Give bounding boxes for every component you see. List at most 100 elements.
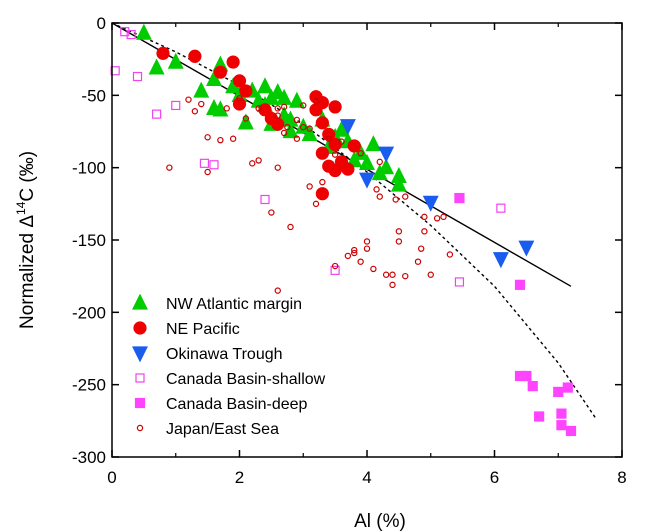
series-okinawa-trough [339,119,535,269]
legend-marker-japan-east-sea [136,424,144,432]
x-tick-label: 6 [490,468,499,487]
point-japan-east-sea [242,115,250,122]
point-japan-east-sea [312,97,320,105]
point-canada-basin-shallow [454,277,465,287]
point-okinawa-trough [518,240,535,257]
point-nw-atlantic-margin [206,70,222,87]
point-japan-east-sea [395,238,403,245]
point-ne-pacific [232,74,247,88]
point-japan-east-sea [306,125,313,132]
series-ne-pacific [156,46,361,201]
point-nw-atlantic-margin [359,153,375,170]
point-japan-east-sea [376,193,383,200]
point-canada-basin-deep [565,425,577,437]
point-ne-pacific [188,49,202,63]
point-canada-basin-shallow [171,100,181,111]
point-canada-basin-shallow [132,71,143,82]
point-japan-east-sea [300,102,307,109]
legend-marker-ne-pacific [133,321,147,335]
legend-label-nw-atlantic-margin: NW Atlantic margin [166,296,302,313]
point-ne-pacific [328,163,342,178]
point-japan-east-sea [287,223,294,231]
point-japan-east-sea [274,164,281,171]
x-tick-label: 8 [617,468,626,487]
point-japan-east-sea [389,281,396,289]
point-nw-atlantic-margin [148,58,165,75]
point-ne-pacific [271,117,285,131]
point-canada-basin-shallow [496,203,506,213]
legend-label-canada-basin-deep: Canada Basin-deep [166,396,308,413]
point-japan-east-sea [376,158,383,166]
point-japan-east-sea [255,157,262,164]
legend-marker-okinawa-trough [132,346,148,363]
y-tick-label: 0 [97,14,106,33]
point-canada-basin-shallow [126,29,136,40]
point-nw-atlantic-margin [365,135,382,152]
x-tick-label: 4 [362,468,371,487]
point-canada-basin-deep [521,370,532,382]
point-japan-east-sea [280,129,288,137]
point-japan-east-sea [331,262,339,270]
point-canada-basin-deep [527,381,538,392]
point-ne-pacific [239,84,253,98]
point-japan-east-sea [204,168,211,176]
point-nw-atlantic-margin [352,143,369,160]
point-ne-pacific [341,162,355,176]
series-canada-basin-deep [454,192,577,437]
point-japan-east-sea [306,183,313,190]
point-canada-basin-deep [553,386,564,397]
point-japan-east-sea [338,138,345,145]
point-nw-atlantic-margin [167,52,184,69]
point-japan-east-sea [191,108,199,115]
y-tick-label: -100 [72,159,106,178]
point-japan-east-sea [351,249,358,257]
point-canada-basin-shallow [152,109,162,119]
point-japan-east-sea [293,116,301,124]
legend-label-canada-basin-shallow: Canada Basin-shallow [166,371,326,388]
point-ne-pacific [315,146,329,160]
point-japan-east-sea [274,287,281,294]
point-canada-basin-deep [534,411,545,422]
point-japan-east-sea [325,135,332,142]
point-canada-basin-shallow [110,66,120,76]
y-axis-title-sup: 14 [14,201,28,215]
fit-line-dotted [111,22,598,420]
point-nw-atlantic-margin [193,81,210,98]
point-japan-east-sea [312,200,320,208]
y-tick-label: -50 [81,86,106,105]
point-canada-basin-deep [454,192,465,204]
y-tick-label: -150 [72,231,106,250]
point-ne-pacific [156,46,170,60]
point-nw-atlantic-margin [257,77,273,94]
axes: 0 2 4 6 8 0 -50 -100 -150 -200 -250 -300 [72,14,627,487]
point-japan-east-sea [373,186,380,193]
point-japan-east-sea [363,245,371,252]
point-nw-atlantic-margin [288,91,305,108]
point-canada-basin-shallow [260,194,270,205]
point-japan-east-sea [421,228,428,235]
point-ne-pacific [322,127,336,141]
point-japan-east-sea [392,196,399,203]
legend-label-japan-east-sea: Japan/East Sea [166,421,279,438]
point-japan-east-sea [249,160,256,167]
point-japan-east-sea [382,271,390,278]
point-canada-basin-shallow [120,27,130,37]
point-japan-east-sea [293,135,301,142]
point-japan-east-sea [255,105,262,112]
point-okinawa-trough [492,252,509,269]
point-ne-pacific [315,95,329,110]
y-tick-label: -250 [72,376,106,395]
legend: NW Atlantic margin NE Pacific Okinawa Trou… [132,293,326,438]
point-japan-east-sea [223,105,230,112]
series-nw-atlantic-margin [135,23,407,192]
point-japan-east-sea [217,136,224,144]
legend-marker-canada-basin-deep [134,397,146,409]
point-canada-basin-deep [514,279,526,290]
x-tick-label: 2 [235,468,244,487]
series-canada-basin-shallow [110,27,506,287]
series-japan-east-sea [166,95,454,294]
point-japan-east-sea [300,123,307,131]
y-axis-title-post: C (‰) [17,151,38,202]
point-japan-east-sea [198,100,205,108]
